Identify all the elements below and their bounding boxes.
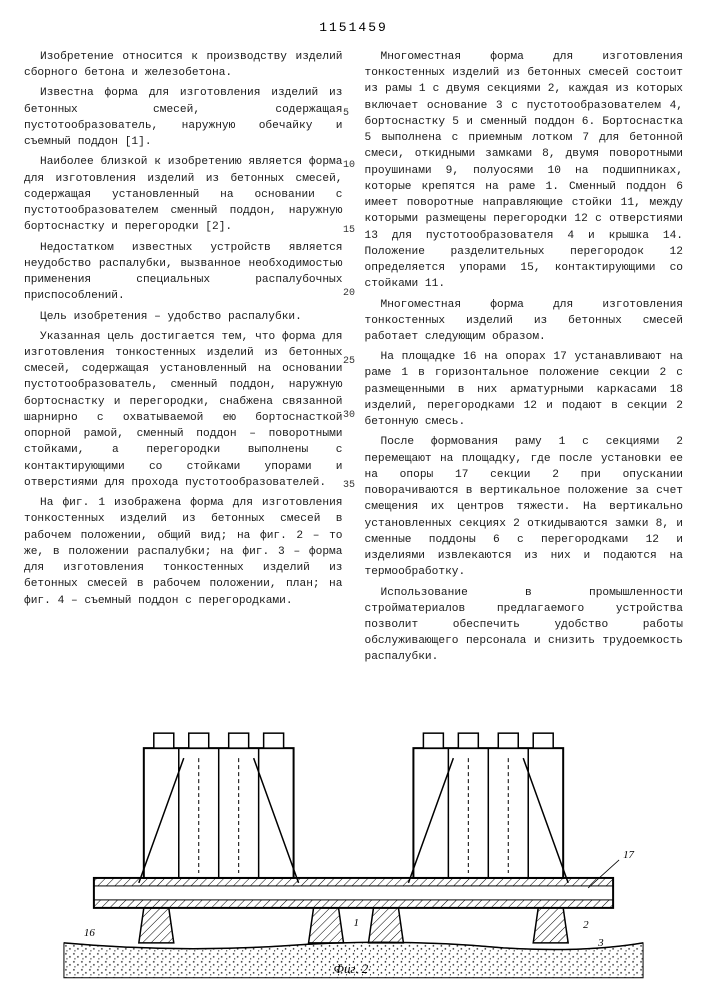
- line-marker: 15: [343, 225, 355, 236]
- paragraph: Использование в промышленности строймате…: [365, 585, 684, 666]
- figure-svg: 17 16 1 2 3 Фиг. 2: [24, 688, 683, 988]
- line-marker: 35: [343, 480, 355, 491]
- paragraph: Многоместная форма для изготовления тонк…: [365, 297, 684, 346]
- paragraph: На фиг. 1 изображена форма для изготовле…: [24, 495, 343, 609]
- svg-text:3: 3: [597, 937, 604, 949]
- line-marker: 30: [343, 410, 355, 421]
- paragraph: На площадке 16 на опорах 17 устанавливаю…: [365, 349, 684, 430]
- paragraph: Изобретение относится к производству изд…: [24, 49, 343, 81]
- paragraph: Известна форма для изготовления изделий …: [24, 85, 343, 150]
- line-marker: 25: [343, 356, 355, 367]
- left-column: Изобретение относится к производству изд…: [24, 49, 343, 670]
- paragraph: Недостатком известных устройств является…: [24, 240, 343, 305]
- line-marker: 5: [343, 108, 349, 119]
- line-marker: 10: [343, 160, 355, 171]
- figure-caption: Фиг. 2: [334, 960, 369, 975]
- svg-text:1: 1: [354, 917, 359, 929]
- technical-drawing: 17 16 1 2 3 Фиг. 2: [24, 688, 683, 988]
- svg-text:16: 16: [84, 927, 95, 939]
- paragraph: Цель изобретения – удобство распалубки.: [24, 309, 343, 325]
- paragraph: Наиболее близкой к изобретению является …: [24, 154, 343, 235]
- paragraph: Многоместная форма для изготовления тонк…: [365, 49, 684, 293]
- document-number: 1151459: [24, 20, 683, 35]
- svg-text:17: 17: [623, 849, 634, 861]
- right-column: Многоместная форма для изготовления тонк…: [365, 49, 684, 670]
- paragraph: После формования раму 1 с секциями 2 пер…: [365, 434, 684, 580]
- line-marker: 20: [343, 288, 355, 299]
- paragraph: Указанная цель достигается тем, что форм…: [24, 329, 343, 491]
- svg-text:2: 2: [583, 919, 589, 931]
